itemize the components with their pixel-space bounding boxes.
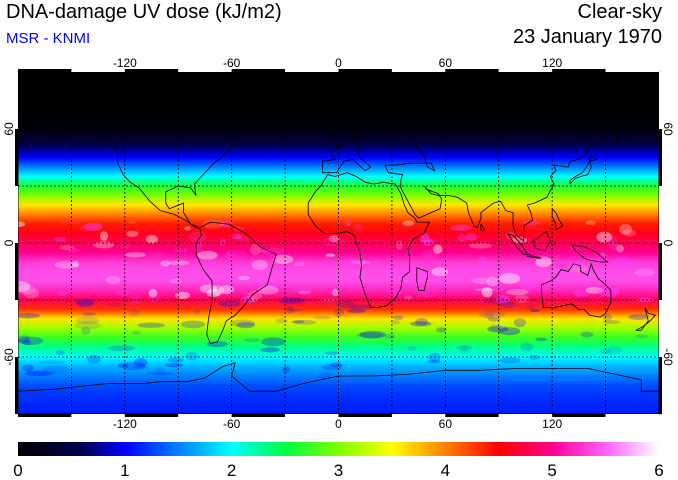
colorbar-tick-label: 1 — [120, 461, 129, 480]
colorbar-tick-label: 6 — [654, 461, 663, 480]
lon-label-bottom: -60 — [223, 417, 241, 431]
lon-label-top: 60 — [439, 56, 453, 70]
colorbar-tick-label: 0 — [13, 461, 22, 480]
colorbar — [18, 442, 659, 456]
colorbar-tick-label: 3 — [334, 461, 343, 480]
lat-label-left: -60 — [2, 348, 16, 366]
coastlines — [18, 86, 659, 392]
sky-condition-label: Clear-sky — [577, 1, 662, 23]
lat-label-left: 60 — [2, 122, 16, 136]
lat-label-right: 60 — [661, 122, 675, 136]
lat-label-left: 0 — [2, 239, 16, 246]
lon-label-top: -60 — [223, 56, 241, 70]
colorbar-tick-label: 4 — [441, 461, 450, 480]
lon-label-top: 0 — [335, 56, 342, 70]
graticule — [18, 72, 659, 414]
lon-label-bottom: 0 — [335, 417, 342, 431]
axis-labels: -120 -120 -60 -60 0 0 60 60 120 120 60 60 0 0 -60 -60 — [2, 56, 675, 431]
lon-label-bottom: 120 — [542, 417, 562, 431]
lon-label-bottom: -120 — [113, 417, 137, 431]
lon-label-top: 120 — [542, 56, 562, 70]
lat-label-right: -60 — [661, 348, 675, 366]
lon-label-top: -120 — [113, 56, 137, 70]
colorbar-tick-label: 2 — [227, 461, 236, 480]
frame-ticks — [15, 69, 662, 417]
lon-label-bottom: 60 — [439, 417, 453, 431]
cloud-texture — [18, 220, 655, 379]
map-title: DNA-damage UV dose (kJ/m2) — [6, 1, 282, 23]
lat-label-right: 0 — [661, 240, 675, 247]
colorbar-tick-label: 5 — [547, 461, 556, 480]
date-label: 23 January 1970 — [512, 26, 662, 48]
colorbar-labels: 0 1 2 3 4 5 6 — [13, 461, 663, 480]
source-label: MSR - KNMI — [6, 30, 91, 47]
